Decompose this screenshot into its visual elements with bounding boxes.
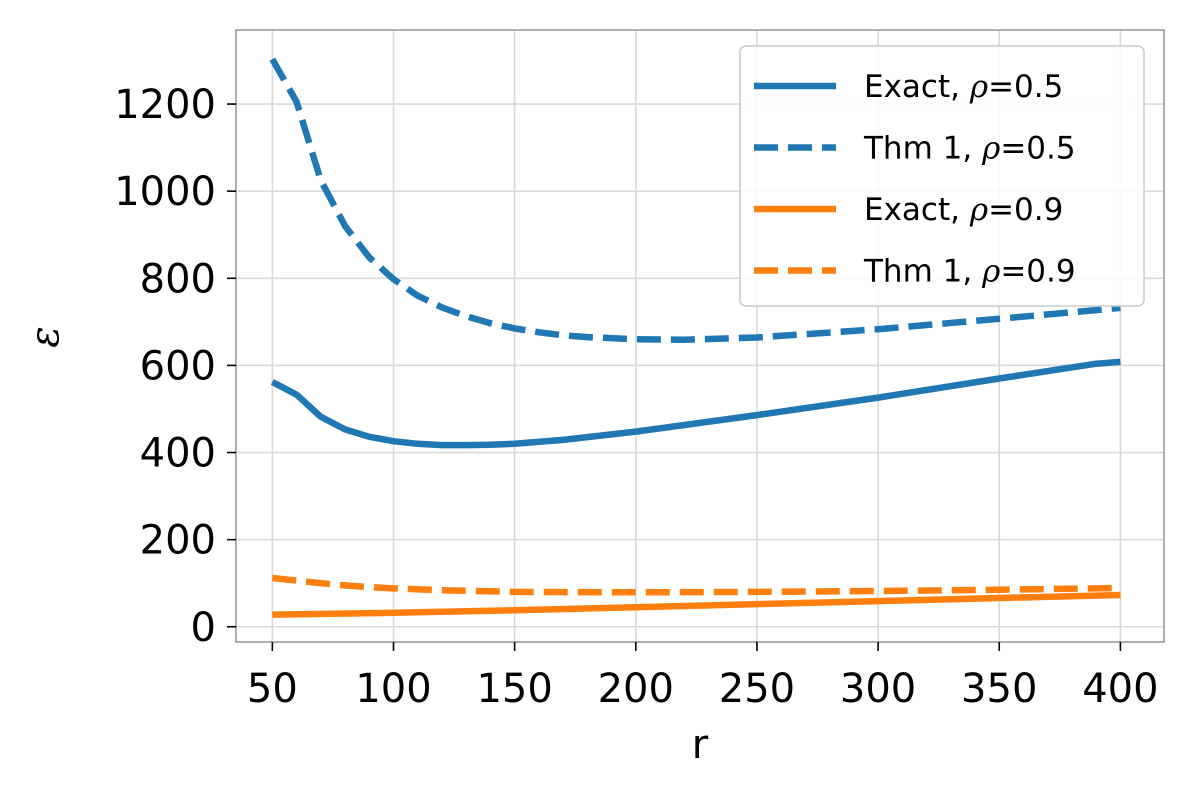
rho-symbol: ρ [969,69,988,105]
legend-label-prefix: Exact, [864,69,970,105]
series-line-3 [272,591,1121,618]
legend-label-suffix: =0.9 [1000,254,1075,290]
rho-symbol: ρ [981,254,1000,290]
legend-box [739,45,1145,307]
y-tick-label: 1200 [114,82,216,128]
y-tick-label: 800 [140,256,216,302]
series-lines [269,57,1121,618]
legend-label-prefix: Exact, [864,192,970,228]
legend-label-prefix: Thm 1, [863,131,982,167]
x-tick-label: 100 [355,666,431,712]
x-tick-label: 250 [719,666,795,712]
y-axis-label: ε [22,326,68,347]
legend-label-suffix: =0.5 [988,69,1063,105]
legend-label-suffix: =0.5 [1000,131,1075,167]
x-tick-label: 350 [961,666,1037,712]
axis-ticks: 50 100 150 200 250 300 350 400 0 200 400 600 800 1000… [114,82,1158,712]
y-tick-label: 600 [140,343,216,389]
x-tick-label: 400 [1082,666,1158,712]
series-line-1 [270,358,1121,449]
legend-label: Thm 1, ρ=0.5 [863,131,1076,167]
rho-symbol: ρ [969,192,988,228]
legend-label: Exact, ρ=0.5 [864,69,1063,105]
x-tick-label: 300 [840,666,916,712]
legend-label-prefix: Thm 1, [863,254,982,290]
series-line-2 [269,57,1121,343]
x-tick-label: 150 [476,666,552,712]
rho-symbol: ρ [981,131,1000,167]
series-line-4 [271,574,1121,596]
y-tick-label: 1000 [114,169,216,215]
x-tick-label: 50 [247,666,298,712]
legend-label: Thm 1, ρ=0.9 [863,254,1076,290]
y-tick-label: 0 [191,605,216,651]
plot-frame [235,29,1165,643]
x-tick-label: 200 [598,666,674,712]
y-tick-label: 200 [140,518,216,564]
legend-label-suffix: =0.9 [988,192,1063,228]
x-axis-label: r [692,722,709,768]
legend-label: Exact, ρ=0.9 [864,192,1063,228]
y-tick-label: 400 [140,431,216,477]
